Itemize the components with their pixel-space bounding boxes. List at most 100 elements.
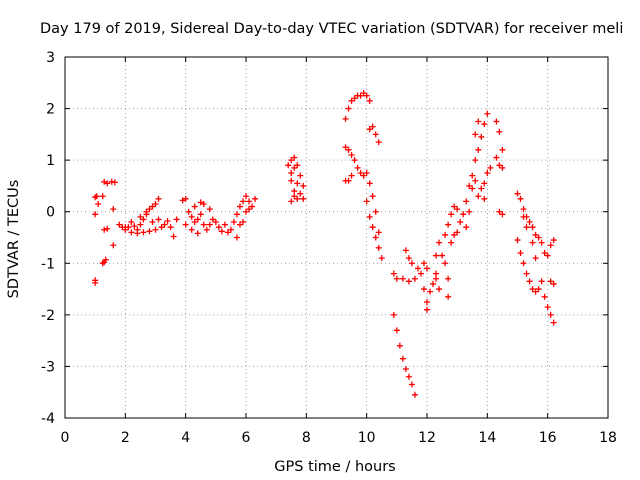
data-point: [393, 275, 400, 282]
data-point: [146, 206, 153, 213]
data-point: [442, 260, 449, 267]
data-point: [291, 188, 298, 195]
data-point: [285, 162, 292, 169]
data-point: [402, 366, 409, 373]
data-point: [390, 311, 397, 318]
data-point: [372, 131, 379, 138]
data-point: [111, 179, 118, 186]
x-tick-label: 0: [61, 430, 70, 446]
data-point: [206, 206, 213, 213]
data-point: [218, 228, 225, 235]
data-point: [499, 211, 506, 218]
data-point: [294, 162, 301, 169]
data-point: [484, 170, 491, 177]
data-point: [547, 278, 554, 285]
data-point: [433, 252, 440, 259]
data-point: [544, 304, 551, 311]
data-point: [411, 391, 418, 398]
data-point: [99, 193, 106, 200]
data-point: [496, 208, 503, 215]
data-point: [520, 206, 527, 213]
data-point: [484, 110, 491, 117]
data-point: [414, 265, 421, 272]
data-point: [134, 230, 141, 237]
data-point: [95, 200, 102, 207]
data-point: [538, 239, 545, 246]
data-point: [209, 216, 216, 223]
data-point: [215, 224, 222, 231]
data-point: [342, 115, 349, 122]
data-point: [529, 286, 536, 293]
data-point: [442, 231, 449, 238]
plot-frame: [64, 56, 609, 419]
data-point: [399, 275, 406, 282]
data-point: [463, 198, 470, 205]
data-point: [472, 131, 479, 138]
series-group: [179, 195, 240, 241]
data-point: [517, 195, 524, 202]
data-point: [185, 208, 192, 215]
y-tick-label: 3: [46, 50, 55, 66]
series-group: [92, 178, 118, 286]
data-point: [427, 288, 434, 295]
x-tick-label: 2: [121, 430, 130, 446]
data-point: [345, 177, 352, 184]
series-group: [116, 195, 180, 240]
data-point: [463, 224, 470, 231]
data-point: [182, 195, 189, 202]
data-point: [291, 154, 298, 161]
x-tick-label: 10: [358, 430, 376, 446]
y-tick-label: 1: [46, 153, 55, 169]
data-point: [128, 229, 135, 236]
data-point: [101, 226, 108, 233]
data-point: [140, 229, 147, 236]
data-point: [439, 252, 446, 259]
data-point: [246, 198, 253, 205]
data-point: [143, 208, 150, 215]
grid: [65, 57, 608, 418]
series-group: [514, 190, 557, 326]
data-point: [288, 198, 295, 205]
data-point: [499, 146, 506, 153]
data-point: [399, 355, 406, 362]
data-point: [351, 157, 358, 164]
data-point: [526, 278, 533, 285]
data-point: [167, 224, 174, 231]
data-point: [188, 213, 195, 220]
data-point: [92, 277, 99, 284]
data-point: [252, 195, 259, 202]
data-point: [523, 270, 530, 277]
data-point: [532, 255, 539, 262]
data-point: [354, 164, 361, 171]
data-point: [291, 193, 298, 200]
data-point: [417, 270, 424, 277]
data-point: [481, 121, 488, 128]
data-point: [149, 203, 156, 210]
data-point: [532, 288, 539, 295]
data-point: [300, 182, 307, 189]
data-point: [430, 280, 437, 287]
data-point: [369, 123, 376, 130]
data-point: [155, 195, 162, 202]
data-point: [451, 231, 458, 238]
data-point: [535, 234, 542, 241]
data-point: [128, 219, 135, 226]
data-point: [408, 260, 415, 267]
data-point: [460, 211, 467, 218]
data-point: [538, 278, 545, 285]
data-point: [393, 327, 400, 334]
data-points: [92, 90, 557, 398]
data-point: [396, 342, 403, 349]
data-point: [131, 223, 138, 230]
data-point: [239, 198, 246, 205]
data-point: [369, 224, 376, 231]
data-point: [212, 219, 219, 226]
data-point: [104, 225, 111, 232]
data-point: [363, 198, 370, 205]
data-point: [481, 180, 488, 187]
data-point: [243, 208, 249, 215]
data-point: [224, 229, 231, 236]
data-point: [514, 237, 521, 244]
data-point: [170, 233, 177, 240]
